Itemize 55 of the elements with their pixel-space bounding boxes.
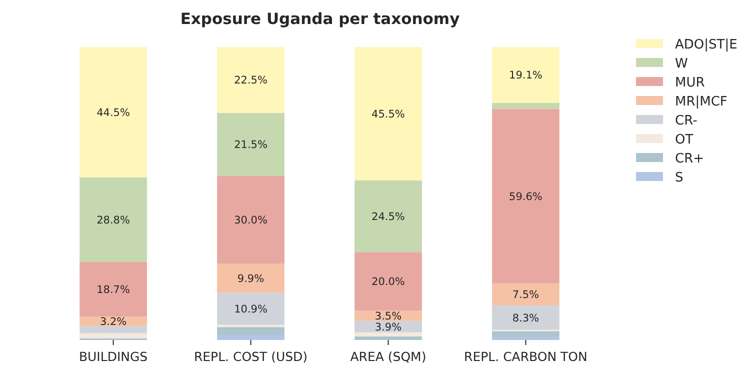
data-label: 3.5% (374, 310, 402, 323)
data-label: 24.5% (372, 210, 405, 223)
data-label: 3.2% (100, 316, 127, 328)
data-label: 9.9% (237, 273, 264, 285)
x-tick-label: REPL. CARBON TON (464, 349, 588, 364)
bar (492, 331, 560, 338)
bar (217, 327, 284, 336)
legend-label: MUR (675, 76, 705, 91)
legend-label: ADO|ST|E (675, 38, 738, 53)
data-label: 22.5% (234, 74, 268, 87)
data-label: 44.5% (96, 106, 130, 119)
x-tick-label: AREA (SQM) (350, 349, 426, 364)
bar (492, 102, 560, 109)
data-label: 18.7% (96, 284, 130, 296)
bar (80, 177, 147, 262)
bar (80, 47, 147, 178)
bar (354, 336, 422, 340)
bar (354, 180, 422, 252)
data-label: 7.5% (512, 289, 540, 302)
data-label: 45.5% (372, 108, 405, 120)
data-label: 28.8% (96, 214, 130, 226)
data-label: 3.9% (374, 321, 402, 334)
bar (492, 108, 560, 284)
bar (354, 252, 422, 311)
legend-label: CR+ (675, 152, 704, 167)
bar (80, 333, 147, 338)
legend-label: S (675, 170, 684, 186)
bar (80, 326, 147, 334)
chart-title: Exposure Uganda per taxonomy (180, 10, 460, 28)
bar (492, 337, 560, 340)
bar (217, 292, 284, 325)
data-label: 19.1% (509, 70, 542, 82)
x-tick-label: BUILDINGS (78, 349, 148, 364)
legend-label: OT (675, 132, 694, 148)
x-tick-label: REPL. COST (USD) (194, 349, 308, 364)
legend-label: MR|MCF (675, 94, 728, 110)
data-label: 8.3% (512, 312, 540, 324)
data-label: 10.9% (234, 303, 268, 316)
data-label: 30.0% (234, 214, 268, 227)
bar (217, 176, 284, 264)
data-label: 21.5% (234, 139, 268, 152)
data-label: 59.6% (509, 190, 542, 203)
bar (217, 335, 284, 340)
bar (217, 264, 284, 293)
legend-label: CR- (675, 114, 698, 129)
bar (80, 262, 147, 317)
bar (492, 47, 560, 103)
bar (217, 47, 284, 113)
legend-label: W (675, 56, 688, 72)
bar (354, 332, 422, 336)
bar (492, 305, 560, 330)
bar (492, 283, 560, 306)
bar (217, 112, 284, 176)
bar (354, 47, 422, 180)
data-label: 20.0% (372, 276, 405, 288)
